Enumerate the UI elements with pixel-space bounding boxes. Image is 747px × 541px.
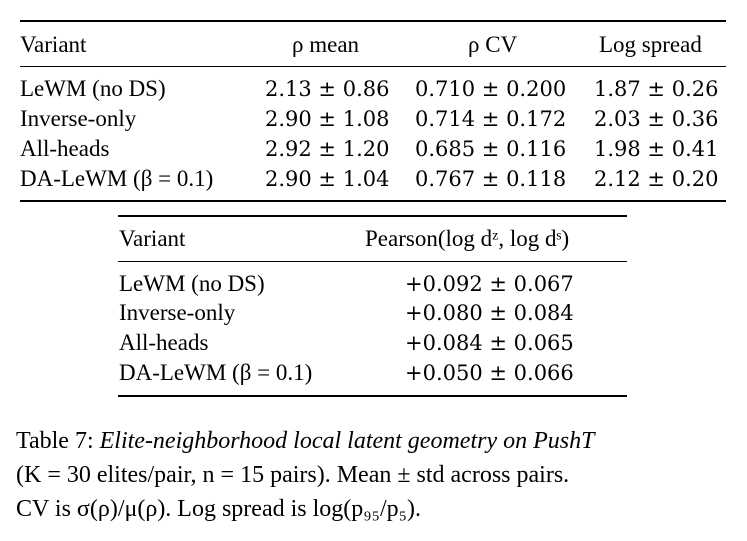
table2-header-rule	[118, 261, 627, 262]
table1-row-log-spread: 1.98 ± 0.41	[594, 137, 719, 161]
table1-header-rule	[20, 66, 726, 67]
table2-row-variant: LeWM (no DS)	[119, 271, 265, 296]
table2-row-pearson: +0.080 ± 0.084	[405, 301, 574, 325]
table1-row-rho-mean: 2.92 ± 1.20	[265, 137, 390, 161]
table1-header-log-spread: Log spread	[599, 32, 702, 57]
table1-header-rho-cv: ρ CV	[468, 32, 518, 57]
caption-line-2: (K = 30 elites/pair, n = 15 pairs). Mean…	[16, 462, 570, 488]
table1-row-rho-cv: 0.767 ± 0.118	[415, 167, 567, 191]
caption-line-3: CV is σ(ρ)/μ(ρ). Log spread is log(p₉₅/p…	[16, 496, 422, 522]
table1-row-log-spread: 2.03 ± 0.36	[594, 107, 719, 131]
table2-header-variant: Variant	[119, 226, 186, 251]
table1-row-rho-mean: 2.13 ± 0.86	[265, 77, 390, 101]
table1-bottom-rule	[20, 200, 726, 202]
table2-row-pearson: +0.092 ± 0.067	[405, 272, 574, 296]
table2-header-pearson: Pearson(log dᶻ, log dˢ)	[365, 226, 570, 251]
table2-top-rule	[118, 215, 627, 217]
table2-row-variant: All-heads	[119, 330, 209, 355]
table1-header-variant: Variant	[20, 32, 87, 57]
table1-row-variant: All-heads	[20, 136, 110, 161]
table2-row-pearson: +0.084 ± 0.065	[405, 331, 574, 355]
table1-row-rho-mean: 2.90 ± 1.08	[265, 107, 390, 131]
caption-title: Elite-neighborhood local latent geometry…	[99, 428, 595, 454]
table2-row-variant: DA-LeWM (β = 0.1)	[119, 360, 313, 385]
table1-row-rho-cv: 0.685 ± 0.116	[415, 137, 567, 161]
table1-row-variant: Inverse-only	[20, 106, 137, 131]
table2-row-variant: Inverse-only	[119, 300, 236, 325]
caption-label: Table 7:	[16, 428, 94, 454]
table1-top-rule	[20, 20, 726, 22]
table1-row-log-spread: 2.12 ± 0.20	[594, 167, 719, 191]
table1-row-log-spread: 1.87 ± 0.26	[594, 77, 719, 101]
table1-header-rho-mean: ρ mean	[292, 32, 360, 57]
table2-row-pearson: +0.050 ± 0.066	[405, 361, 574, 385]
table1-row-variant: DA-LeWM (β = 0.1)	[20, 166, 214, 191]
table2-bottom-rule	[118, 395, 627, 397]
table1-row-rho-cv: 0.710 ± 0.200	[415, 77, 567, 101]
table1-row-variant: LeWM (no DS)	[20, 76, 166, 101]
table1-row-rho-cv: 0.714 ± 0.172	[415, 107, 567, 131]
table1-row-rho-mean: 2.90 ± 1.04	[265, 167, 390, 191]
caption-line-1: Table 7: Elite-neighborhood local latent…	[16, 424, 736, 458]
